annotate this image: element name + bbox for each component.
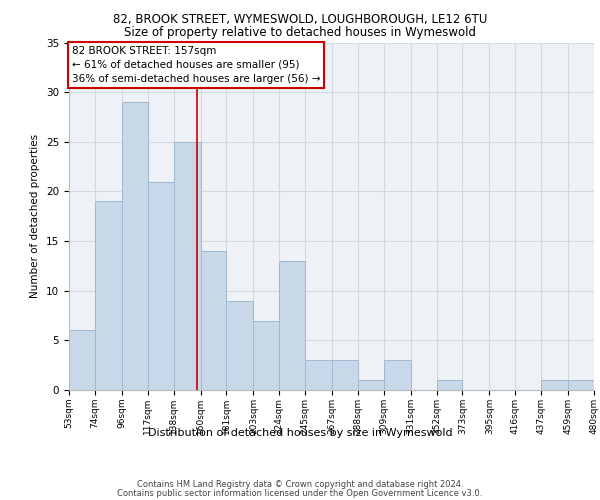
Text: Contains HM Land Registry data © Crown copyright and database right 2024.: Contains HM Land Registry data © Crown c…: [137, 480, 463, 489]
Bar: [122, 102, 148, 390]
Text: Size of property relative to detached houses in Wymeswold: Size of property relative to detached ho…: [124, 26, 476, 39]
Bar: [279, 261, 305, 390]
Bar: [95, 202, 122, 390]
Bar: [200, 251, 226, 390]
Y-axis label: Number of detached properties: Number of detached properties: [31, 134, 40, 298]
Bar: [358, 380, 384, 390]
Bar: [253, 320, 279, 390]
Text: 82 BROOK STREET: 157sqm
← 61% of detached houses are smaller (95)
36% of semi-de: 82 BROOK STREET: 157sqm ← 61% of detache…: [71, 46, 320, 84]
Bar: [437, 380, 463, 390]
Text: 82, BROOK STREET, WYMESWOLD, LOUGHBOROUGH, LE12 6TU: 82, BROOK STREET, WYMESWOLD, LOUGHBOROUG…: [113, 12, 487, 26]
Bar: [226, 300, 253, 390]
Bar: [332, 360, 358, 390]
Bar: [173, 142, 200, 390]
Text: Distribution of detached houses by size in Wymeswold: Distribution of detached houses by size …: [148, 428, 452, 438]
Bar: [69, 330, 95, 390]
Bar: [568, 380, 594, 390]
Bar: [541, 380, 568, 390]
Bar: [305, 360, 332, 390]
Bar: [148, 182, 173, 390]
Text: Contains public sector information licensed under the Open Government Licence v3: Contains public sector information licen…: [118, 489, 482, 498]
Bar: [384, 360, 411, 390]
